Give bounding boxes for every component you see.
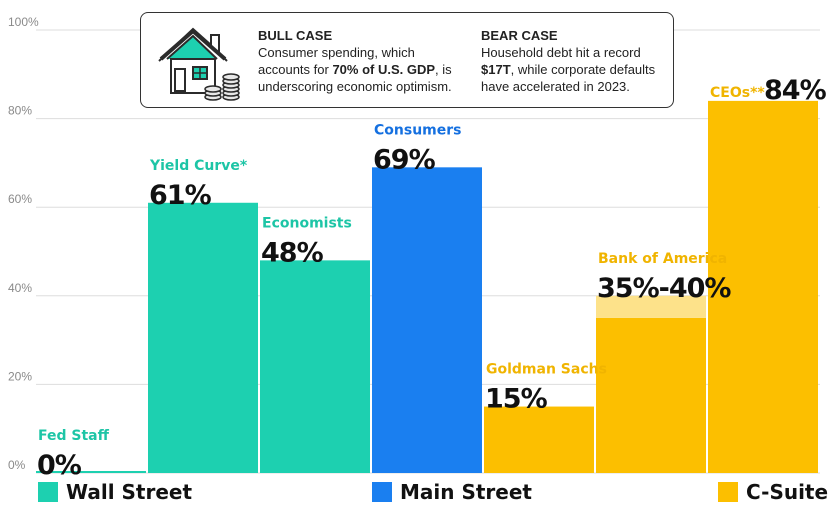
y-tick-label-20: 20% bbox=[8, 369, 32, 383]
y-tick-label-0: 0% bbox=[8, 458, 26, 472]
legend-item-c-suite: C-Suite bbox=[718, 480, 828, 504]
legend-item-wall-street: Wall Street bbox=[38, 480, 192, 504]
bar-bank-of-america bbox=[596, 317, 706, 473]
bar-range-bank-of-america bbox=[596, 295, 706, 318]
bear-case-text: Household debt hit a record $17T, while … bbox=[481, 45, 656, 94]
y-tick-label-100: 100% bbox=[8, 15, 39, 29]
legend-swatch-wall-street bbox=[38, 482, 58, 502]
bar-goldman-sachs bbox=[484, 406, 594, 473]
bar-value-label-yield-curve: 61% bbox=[149, 180, 212, 211]
bar-category-label-fed-staff: Fed Staff bbox=[38, 428, 110, 444]
legend-label-wall-street: Wall Street bbox=[66, 480, 193, 504]
legend-item-main-street: Main Street bbox=[372, 480, 532, 504]
bar-value-label-bank-of-america: 35%-40% bbox=[597, 273, 731, 304]
bar-economists bbox=[260, 260, 370, 473]
bar-category-label-bank-of-america: Bank of America bbox=[598, 251, 727, 267]
y-tick-label-60: 60% bbox=[8, 192, 32, 206]
bar-fed-staff bbox=[36, 471, 146, 473]
bar-value-label-fed-staff: 0% bbox=[37, 450, 82, 481]
bar-category-label-consumers: Consumers bbox=[374, 122, 461, 138]
bars bbox=[36, 100, 818, 473]
bar-value-label-economists: 48% bbox=[261, 237, 324, 268]
y-tick-label-40: 40% bbox=[8, 281, 32, 295]
bar-labels: Fed Staff 0% Yield Curve* 61% Economists 48% C… bbox=[37, 75, 828, 481]
y-axis-tick-labels: 0% 20% 40% 60% 80% 100% bbox=[8, 15, 39, 472]
bear-case-title: BEAR CASE bbox=[481, 28, 558, 43]
house-with-coins-icon bbox=[158, 27, 240, 101]
bar-value-label-goldman-sachs: 15% bbox=[485, 384, 548, 415]
legend-swatch-main-street bbox=[372, 482, 392, 502]
bar-ceos bbox=[708, 100, 818, 473]
bar-category-label-economists: Economists bbox=[262, 215, 352, 231]
legend-swatch-c-suite bbox=[718, 482, 738, 502]
bull-case-title: BULL CASE bbox=[258, 28, 333, 43]
bear-case: BEAR CASE Household debt hit a record $1… bbox=[481, 27, 666, 95]
legend-label-main-street: Main Street bbox=[400, 480, 532, 504]
bar-category-label-goldman-sachs: Goldman Sachs bbox=[486, 362, 607, 378]
bar-yield-curve bbox=[148, 202, 258, 473]
y-tick-label-80: 80% bbox=[8, 104, 32, 118]
info-box: BULL CASE Consumer spending, which accou… bbox=[140, 12, 674, 108]
bull-case-text: Consumer spending, which accounts for 70… bbox=[258, 45, 452, 94]
bar-consumers bbox=[372, 167, 482, 473]
bar-category-label-ceos: CEOs** bbox=[710, 85, 765, 101]
bar-value-label-consumers: 69% bbox=[373, 144, 436, 175]
bull-case: BULL CASE Consumer spending, which accou… bbox=[258, 27, 468, 95]
legend-label-c-suite: C-Suite bbox=[746, 480, 829, 504]
bar-value-label-ceos: 84% bbox=[764, 75, 827, 106]
bar-category-label-yield-curve: Yield Curve* bbox=[149, 158, 248, 174]
